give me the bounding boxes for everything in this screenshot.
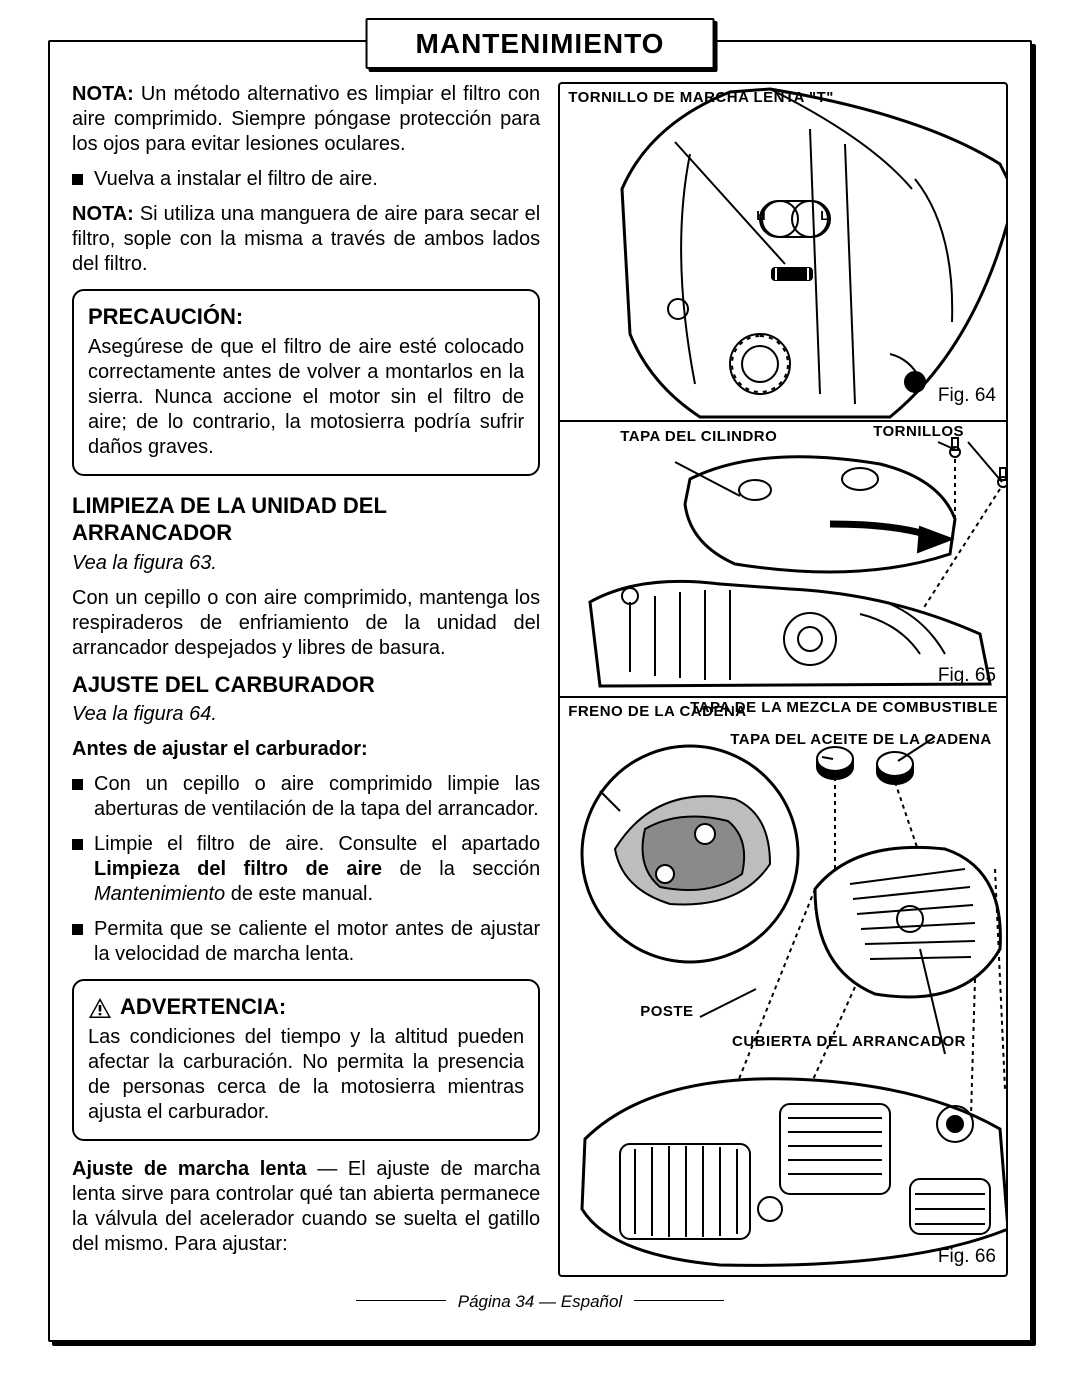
nota-1-label: NOTA: [72, 83, 134, 105]
nota-2-label: NOTA: [72, 203, 134, 225]
nota-2: NOTA: Si utiliza una manguera de aire pa… [72, 202, 540, 277]
list-item: Vuelva a instalar el filtro de aire. [72, 167, 540, 192]
precaucion-box: PRECAUCIÓN: Asegúrese de que el filtro d… [72, 289, 540, 476]
figures-box: TORNILLO DE MARCHA LENTA "T" [558, 82, 1008, 1277]
left-column: NOTA: Un método alternativo es limpiar e… [72, 82, 540, 1277]
vea-fig-64: Vea la figura 64. [72, 702, 540, 727]
fig-66-illustration [560, 699, 1008, 1277]
advertencia-heading-text: ADVERTENCIA: [120, 994, 286, 1019]
nota-1-text: Un método alternativo es limpiar el filt… [72, 83, 540, 155]
precaucion-text: Asegúrese de que el filtro de aire esté … [88, 335, 524, 460]
list-item: Permita que se caliente el motor antes d… [72, 917, 540, 967]
page-footer: Página 34 — Español [72, 1291, 1008, 1312]
nota-1: NOTA: Un método alternativo es limpiar e… [72, 82, 540, 157]
fig-64-label: Fig. 64 [938, 384, 996, 408]
fig-66-label: Fig. 66 [938, 1245, 996, 1269]
precaucion-heading: PRECAUCIÓN: [88, 303, 524, 331]
divider-1 [560, 420, 1006, 422]
anno-h: H [756, 209, 766, 223]
ajuste-ml-label: Ajuste de marcha lenta [72, 1158, 306, 1180]
b2e: de este manual. [225, 883, 373, 905]
fig-64-illustration [560, 84, 1008, 422]
b2b: Limpieza del filtro de aire [94, 858, 382, 880]
fig-65-label: Fig. 65 [938, 664, 996, 688]
anno-l: L [820, 209, 828, 223]
ajuste-ml: Ajuste de marcha lenta — El ajuste de ma… [72, 1157, 540, 1257]
list-item: Limpie el filtro de aire. Consulte el ap… [72, 832, 540, 907]
bullet-list-1: Vuelva a instalar el filtro de aire. [72, 167, 540, 192]
fig-65-illustration [560, 424, 1008, 694]
advertencia-box: ADVERTENCIA: Las condiciones del tiempo … [72, 979, 540, 1141]
b2a: Limpie el filtro de aire. Consulte el ap… [94, 833, 540, 855]
limpieza-text: Con un cepillo o con aire comprimido, ma… [72, 586, 540, 661]
right-column: TORNILLO DE MARCHA LENTA "T" [558, 82, 1008, 1277]
list-item: Con un cepillo o aire comprimido limpie … [72, 772, 540, 822]
advertencia-heading: ADVERTENCIA: [88, 993, 524, 1021]
b2d: Mantenimiento [94, 883, 225, 905]
warning-icon [88, 997, 112, 1019]
vea-fig-63: Vea la figura 63. [72, 551, 540, 576]
b2c: de la sección [382, 858, 540, 880]
bullet-list-2: Con un cepillo o aire comprimido limpie … [72, 772, 540, 967]
columns: NOTA: Un método alternativo es limpiar e… [72, 82, 1008, 1277]
page-frame: MANTENIMIENTO NOTA: Un método alternativ… [48, 40, 1032, 1342]
divider-2 [560, 696, 1006, 698]
advertencia-text: Las condiciones del tiempo y la altitud … [88, 1025, 524, 1125]
ajuste-heading: AJUSTE DEL CARBURADOR [72, 671, 540, 699]
antes-label: Antes de ajustar el carburador: [72, 737, 540, 762]
nota-2-text: Si utiliza una manguera de aire para sec… [72, 203, 540, 275]
limpieza-heading: LIMPIEZA DE LA UNIDAD DEL ARRANCADOR [72, 492, 540, 547]
page-title: MANTENIMIENTO [366, 18, 715, 69]
